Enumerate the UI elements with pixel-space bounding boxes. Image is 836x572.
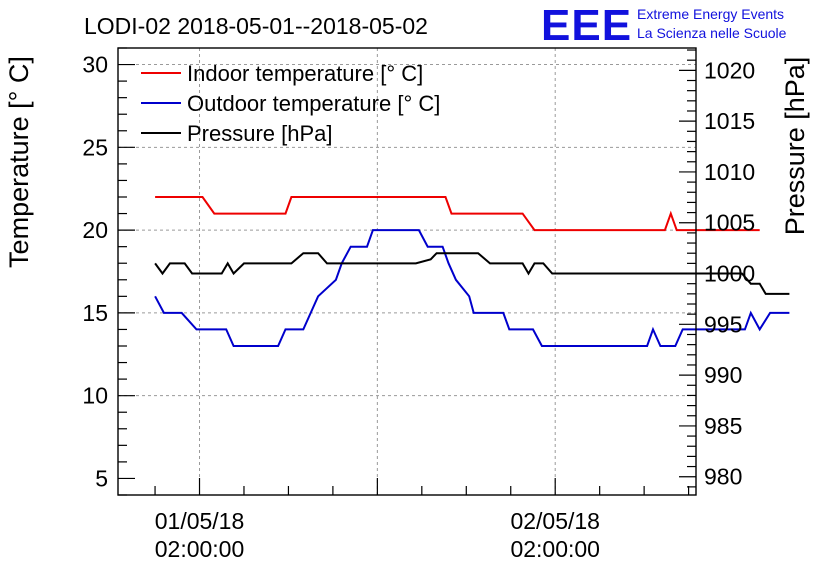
y2-tick-label: 995	[704, 311, 742, 337]
legend: Indoor temperature [° C] Outdoor temperat…	[141, 61, 440, 146]
y2-tick-label: 1020	[704, 57, 755, 83]
y2-tick-label: 980	[704, 464, 742, 490]
axis-ticks	[118, 47, 696, 496]
y-axis-label: Temperature [° C]	[4, 56, 34, 268]
y2-tick-label: 1015	[704, 108, 755, 134]
y-tick-label: 5	[95, 465, 108, 491]
y-tick-label: 10	[82, 383, 108, 409]
y-tick-label: 20	[82, 217, 108, 243]
plot-frame	[117, 47, 697, 496]
x-tick-label-time: 02:00:00	[155, 536, 245, 562]
y2-tick-label: 1005	[704, 210, 755, 236]
x-tick-label-time: 02:00:00	[510, 536, 600, 562]
y2-tick-label: 990	[704, 362, 742, 388]
x-tick-label-date: 01/05/18	[155, 508, 245, 534]
x-tick-label-date: 02/05/18	[510, 508, 600, 534]
legend-label-1: Indoor temperature [° C]	[187, 61, 423, 86]
legend-label-3: Pressure [hPa]	[187, 121, 333, 146]
y-tick-label: 25	[82, 134, 108, 160]
legend-label-2: Outdoor temperature [° C]	[187, 91, 440, 116]
y2-axis-label: Pressure [hPa]	[780, 57, 810, 236]
y-tick-label: 15	[82, 300, 108, 326]
series-line-2	[154, 229, 790, 347]
series-lines	[154, 196, 790, 347]
series-line-3	[154, 252, 790, 295]
logo-line-1: Extreme Energy Events	[637, 6, 784, 22]
y-tick-label: 30	[82, 52, 108, 78]
logo-line-2: La Scienza nelle Scuole	[637, 25, 787, 41]
y2-tick-label: 985	[704, 413, 742, 439]
y2-tick-label: 1010	[704, 159, 755, 185]
logo-letters: EEE	[541, 1, 632, 50]
series-line-1	[155, 196, 760, 232]
axis-tick-labels: 5101520253098098599099510001005101010151…	[82, 52, 755, 562]
chart-title: LODI-02 2018-05-01--2018-05-02	[84, 13, 428, 39]
grid	[118, 48, 696, 495]
eee-logo: EEE Extreme Energy Events La Scienza nel…	[541, 1, 787, 50]
y2-tick-label: 1000	[704, 261, 755, 287]
